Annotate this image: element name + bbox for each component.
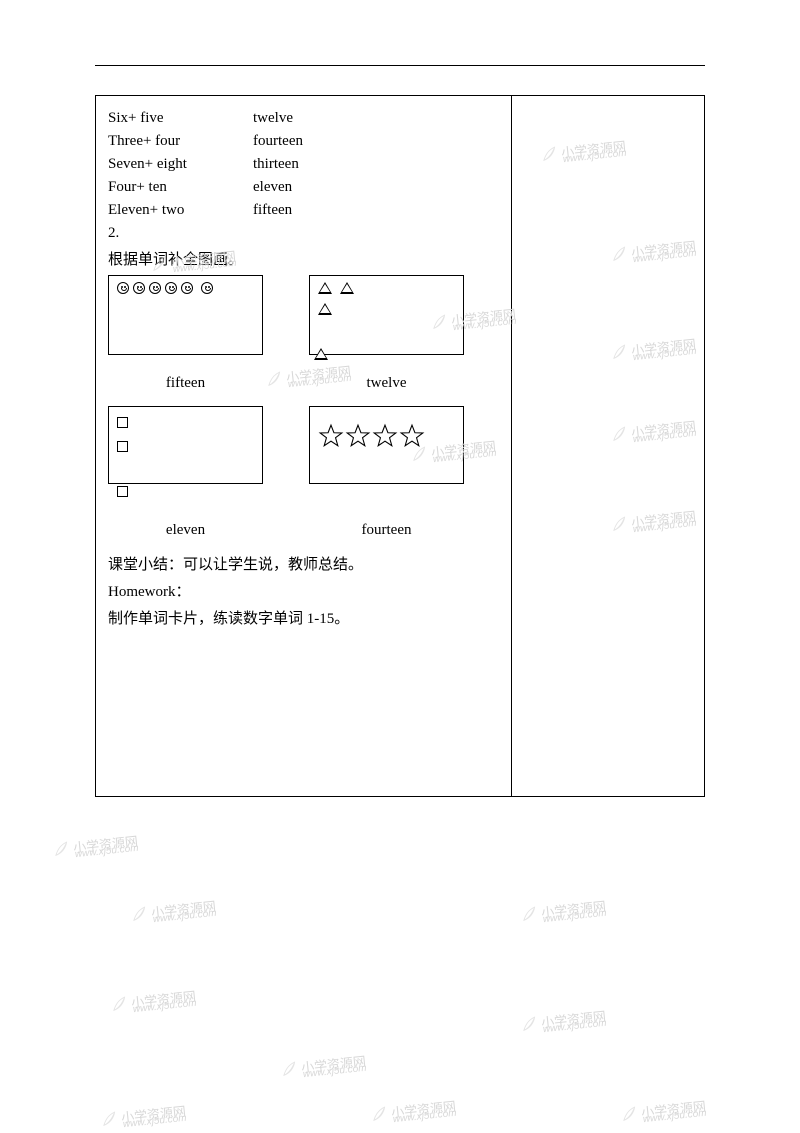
- box-label-row: eleven fourteen: [108, 522, 499, 539]
- square-box: [108, 406, 263, 484]
- content-cell: Six+ five twelve Three+ four fourteen Se…: [96, 96, 511, 648]
- match-left: Seven+ eight: [108, 156, 253, 173]
- summary-text: 课堂小结：可以让学生说，教师总结。: [108, 553, 499, 574]
- watermark: 小学资源网www.xj5u.com: [279, 1050, 370, 1078]
- square-icon: [117, 417, 128, 428]
- smiley-icon: [117, 282, 129, 294]
- star-icon: [372, 423, 398, 454]
- match-row: Seven+ eight thirteen: [108, 156, 499, 173]
- match-left: Eleven+ two: [108, 202, 253, 219]
- match-right: fourteen: [253, 133, 303, 150]
- match-right: thirteen: [253, 156, 299, 173]
- star-icon: [345, 423, 371, 454]
- shape-boxes-row: [108, 275, 499, 355]
- star-icon: [399, 423, 425, 454]
- page-top-rule: [95, 65, 705, 66]
- smiley-icon: [201, 282, 213, 294]
- watermark: 小学资源网www.xj5u.com: [109, 985, 200, 1013]
- homework-text: 制作单词卡片，练读数字单词 1-15。: [108, 607, 499, 628]
- square-icon: [117, 441, 128, 452]
- smiley-icon: [149, 282, 161, 294]
- shape-boxes-row: [108, 406, 499, 484]
- match-right: fifteen: [253, 202, 292, 219]
- smiley-icon: [133, 282, 145, 294]
- box-label: eleven: [108, 522, 263, 539]
- worksheet-table: Six+ five twelve Three+ four fourteen Se…: [95, 95, 705, 797]
- match-left: Six+ five: [108, 110, 253, 127]
- triangle-icon: [314, 348, 328, 360]
- section-number: 2.: [108, 225, 499, 242]
- match-right: twelve: [253, 110, 293, 127]
- smiley-row: [117, 282, 254, 300]
- match-left: Four+ ten: [108, 179, 253, 196]
- notes-cell: [511, 96, 701, 796]
- box-label-row: fifteen twelve: [108, 375, 499, 392]
- watermark: 小学资源网www.xj5u.com: [619, 1095, 710, 1123]
- watermark: 小学资源网www.xj5u.com: [129, 895, 220, 923]
- match-left: Three+ four: [108, 133, 253, 150]
- watermark: 小学资源网www.xj5u.com: [519, 895, 610, 923]
- box-label: fifteen: [108, 375, 263, 392]
- watermark: 小学资源网www.xj5u.com: [519, 1005, 610, 1033]
- star-box: [309, 406, 464, 484]
- smiley-icon: [181, 282, 193, 294]
- watermark: 小学资源网www.xj5u.com: [369, 1095, 460, 1123]
- box-label: fourteen: [309, 522, 464, 539]
- star-row: [318, 423, 455, 454]
- star-icon: [318, 423, 344, 454]
- homework-label: Homework：: [108, 580, 499, 601]
- watermark: 小学资源网www.xj5u.com: [99, 1100, 190, 1128]
- triangle-icon: [318, 303, 332, 315]
- match-row: Four+ ten eleven: [108, 179, 499, 196]
- section-title: 根据单词补全图画。: [108, 248, 499, 269]
- triangle-icon: [340, 282, 354, 294]
- match-row: Six+ five twelve: [108, 110, 499, 127]
- match-row: Eleven+ two fifteen: [108, 202, 499, 219]
- square-icon: [117, 486, 128, 497]
- smiley-icon: [165, 282, 177, 294]
- match-right: eleven: [253, 179, 292, 196]
- triangle-box: [309, 275, 464, 355]
- box-label: twelve: [309, 375, 464, 392]
- match-row: Three+ four fourteen: [108, 133, 499, 150]
- triangle-icon: [318, 282, 332, 294]
- watermark: 小学资源网www.xj5u.com: [51, 830, 142, 858]
- smiley-box: [108, 275, 263, 355]
